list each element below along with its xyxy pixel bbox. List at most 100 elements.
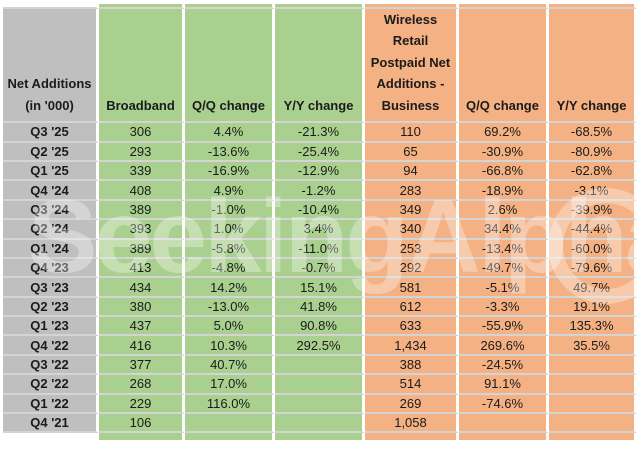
spacer-cell	[365, 4, 459, 9]
table-cell: -3.1%	[549, 181, 637, 201]
table-cell: 389	[99, 200, 185, 221]
table-cell: 340	[365, 220, 459, 240]
table-cell: 110	[365, 123, 459, 143]
table-cell: -5.1%	[459, 278, 549, 298]
top-spacer-row	[3, 4, 637, 9]
table-cell: 416	[99, 336, 185, 356]
table-cell: 3.4%	[275, 220, 365, 240]
table-row: Q4 '22 416 10.3% 292.5% 1,434 269.6% 35.5%	[3, 336, 637, 356]
table-cell: -3.3%	[459, 297, 549, 318]
col-header-wireless-yy: Y/Y change	[549, 9, 637, 124]
bottom-spacer-row	[3, 433, 637, 441]
col-header-wireless-postpaid: Wireless Retail Postpaid Net Additions -…	[365, 9, 459, 124]
table-cell: 268	[99, 375, 185, 395]
col-header-broadband-qq: Q/Q change	[185, 9, 275, 124]
table-row: Q3 '23 434 14.2% 15.1% 581 -5.1% 49.7%	[3, 278, 637, 298]
row-label: Q3 '22	[3, 355, 99, 376]
table-cell	[185, 414, 275, 434]
table-row: Q4 '23 413 -4.8% -0.7% 292 -49.7% -79.6%	[3, 258, 637, 279]
table-cell: 437	[99, 317, 185, 337]
spacer-cell	[275, 433, 365, 441]
row-label: Q1 '24	[3, 239, 99, 259]
table-cell: 69.2%	[459, 123, 549, 143]
table-cell	[549, 414, 637, 434]
table-cell	[549, 394, 637, 415]
table-cell: -80.9%	[549, 142, 637, 162]
table-cell	[459, 414, 549, 434]
table-cell: -39.9%	[549, 200, 637, 221]
table-cell: 377	[99, 355, 185, 376]
table-cell: 14.2%	[185, 278, 275, 298]
table-cell: 269	[365, 394, 459, 415]
table-cell: 283	[365, 181, 459, 201]
col-header-wireless-qq: Q/Q change	[459, 9, 549, 124]
table-cell: 34.4%	[459, 220, 549, 240]
col-header-broadband: Broadband	[99, 9, 185, 124]
table-cell: -49.7%	[459, 258, 549, 279]
spacer-cell	[99, 433, 185, 441]
row-label: Q2 '22	[3, 375, 99, 395]
spacer-cell	[549, 433, 637, 441]
row-label: Q4 '21	[3, 414, 99, 434]
spacer-cell	[459, 433, 549, 441]
col-header-broadband-yy: Y/Y change	[275, 9, 365, 124]
table-cell: -25.4%	[275, 142, 365, 162]
table-cell: 19.1%	[549, 297, 637, 318]
spacer-cell	[549, 4, 637, 9]
table-cell: -18.9%	[459, 181, 549, 201]
table-cell: 253	[365, 239, 459, 259]
row-label: Q3 '23	[3, 278, 99, 298]
table-row: Q3 '25 306 4.4% -21.3% 110 69.2% -68.5%	[3, 123, 637, 143]
row-label: Q4 '23	[3, 258, 99, 279]
row-label: Q1 '22	[3, 394, 99, 415]
spacer-cell	[459, 4, 549, 9]
table-cell: 135.3%	[549, 317, 637, 337]
table-cell: 380	[99, 297, 185, 318]
spacer-cell	[185, 4, 275, 9]
row-label: Q3 '24	[3, 200, 99, 221]
table-row: Q2 '22 268 17.0% 514 91.1%	[3, 375, 637, 395]
row-label: Q1 '23	[3, 317, 99, 337]
table-cell: 116.0%	[185, 394, 275, 415]
header-row: Net Additions (in '000) Broadband Q/Q ch…	[3, 9, 637, 124]
table-cell: 388	[365, 355, 459, 376]
table-cell: 229	[99, 394, 185, 415]
table-cell: 292	[365, 258, 459, 279]
row-label: Q1 '25	[3, 161, 99, 182]
table-cell: 514	[365, 375, 459, 395]
table-cell: 293	[99, 142, 185, 162]
table-cell: 94	[365, 161, 459, 182]
table-cell: -4.8%	[185, 258, 275, 279]
table-cell: 91.1%	[459, 375, 549, 395]
table-cell: 1,058	[365, 414, 459, 434]
table-row: Q4 '24 408 4.9% -1.2% 283 -18.9% -3.1%	[3, 181, 637, 201]
table-cell: -13.4%	[459, 239, 549, 259]
table-cell: 349	[365, 200, 459, 221]
table-cell	[549, 355, 637, 376]
table-row: Q2 '25 293 -13.6% -25.4% 65 -30.9% -80.9%	[3, 142, 637, 162]
table-row: Q2 '23 380 -13.0% 41.8% 612 -3.3% 19.1%	[3, 297, 637, 318]
table-cell: 4.9%	[185, 181, 275, 201]
row-label: Q3 '25	[3, 123, 99, 143]
table-row: Q1 '24 389 -5.8% -11.0% 253 -13.4% -60.0%	[3, 239, 637, 259]
table-cell: 10.3%	[185, 336, 275, 356]
table-cell: -60.0%	[549, 239, 637, 259]
table-cell: 413	[99, 258, 185, 279]
table-cell: 15.1%	[275, 278, 365, 298]
table-cell: 40.7%	[185, 355, 275, 376]
table-cell	[275, 394, 365, 415]
table-row: Q1 '22 229 116.0% 269 -74.6%	[3, 394, 637, 415]
table-cell: -13.6%	[185, 142, 275, 162]
table-cell: 17.0%	[185, 375, 275, 395]
table-row: Q1 '25 339 -16.9% -12.9% 94 -66.8% -62.8%	[3, 161, 637, 182]
table-cell: -13.0%	[185, 297, 275, 318]
spacer-cell	[99, 4, 185, 9]
spacer-cell	[185, 433, 275, 441]
table-cell: 1.0%	[185, 220, 275, 240]
table-cell: 434	[99, 278, 185, 298]
row-label: Q4 '24	[3, 181, 99, 201]
table-row: Q3 '22 377 40.7% 388 -24.5%	[3, 355, 637, 376]
table-cell: 41.8%	[275, 297, 365, 318]
table-cell: 389	[99, 239, 185, 259]
